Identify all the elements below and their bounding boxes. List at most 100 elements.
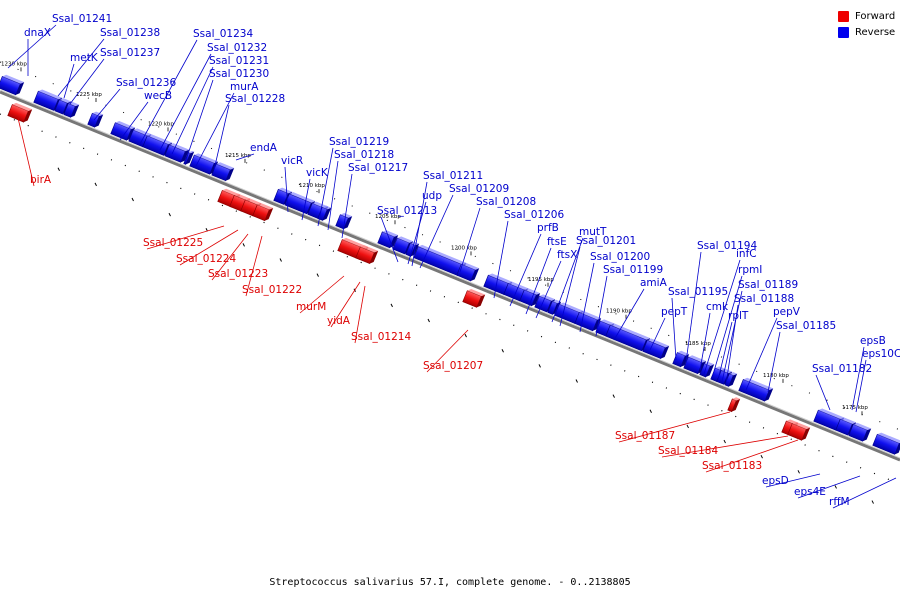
reverse-leader-line	[195, 92, 235, 167]
strand-tick	[94, 182, 97, 187]
reverse-gene-label[interactable]: Ssal_01236	[116, 77, 176, 89]
forward-gene-block[interactable]	[462, 288, 486, 309]
strand-tick	[279, 258, 282, 262]
reverse-gene-label[interactable]: Ssal_01201	[576, 235, 636, 247]
reverse-gene-label[interactable]: Ssal_01208	[476, 196, 536, 208]
reverse-leader-line	[535, 260, 562, 319]
reverse-gene-label[interactable]: epsD	[762, 475, 789, 487]
reverse-gene-label[interactable]: mutT	[579, 226, 607, 238]
reverse-gene-label[interactable]: Ssal_01200	[590, 251, 650, 263]
forward-gene-label[interactable]: Ssal_01214	[351, 331, 411, 343]
forward-gene-block[interactable]	[355, 244, 379, 265]
reverse-gene-label[interactable]: Ssal_01199	[603, 264, 663, 276]
reverse-leader-line	[579, 262, 595, 333]
reverse-gene-block[interactable]	[183, 150, 195, 166]
reverse-gene-label[interactable]: amiA	[640, 277, 668, 289]
reverse-gene-block[interactable]	[738, 377, 774, 403]
reverse-gene-label[interactable]: eps4E	[794, 486, 826, 498]
forward-gene-label[interactable]: Ssal_01183	[702, 460, 762, 472]
forward-gene-label[interactable]: Ssal_01187	[615, 430, 675, 442]
forward-leader-line	[245, 235, 263, 297]
reverse-gene-label[interactable]: murA	[230, 81, 259, 93]
reverse-leader-line	[832, 477, 897, 509]
forward-gene-label[interactable]: Ssal_01207	[423, 360, 483, 372]
forward-gene-label[interactable]: Ssal_01224	[176, 253, 236, 265]
forward-gene-block[interactable]	[7, 102, 33, 124]
reverse-gene-label[interactable]: Ssal_01228	[225, 93, 285, 105]
reverse-gene-label[interactable]: Ssal_01206	[504, 209, 564, 221]
reverse-gene-block[interactable]	[519, 287, 541, 307]
tick-label: 1200 kbp	[451, 245, 477, 251]
tick-label: 1225 kbp	[76, 92, 102, 98]
reverse-gene-label[interactable]: epsB	[860, 335, 886, 347]
forward-gene-label[interactable]: Ssal_01225	[143, 237, 203, 249]
forward-gene-label[interactable]: Ssal_01223	[208, 268, 268, 280]
reverse-gene-label[interactable]: endA	[250, 142, 278, 154]
reverse-gene-label[interactable]: pepT	[661, 306, 688, 318]
reverse-gene-label[interactable]: eps10C	[862, 348, 900, 360]
reverse-gene-label[interactable]: Ssal_01211	[423, 170, 483, 182]
reverse-gene-label[interactable]: cmk	[706, 301, 729, 313]
reverse-gene-label[interactable]: Ssal_01231	[209, 55, 269, 67]
reverse-gene-block[interactable]	[848, 422, 872, 443]
forward-gene-label[interactable]: Ssal_01184	[658, 445, 718, 457]
reverse-gene-label[interactable]: dnaX	[24, 27, 51, 39]
reverse-gene-block[interactable]	[164, 142, 190, 164]
strand-tick	[427, 318, 430, 323]
reverse-gene-label[interactable]: Ssal_01238	[100, 27, 160, 39]
reverse-gene-label[interactable]: rpmI	[738, 264, 762, 276]
strand-tick	[649, 409, 652, 414]
reverse-gene-block[interactable]	[317, 205, 332, 222]
reverse-gene-label[interactable]: rplT	[728, 310, 749, 322]
reverse-gene-label[interactable]: vicK	[306, 167, 329, 179]
reverse-leader-line	[159, 53, 212, 151]
reverse-gene-label[interactable]: metK	[70, 52, 99, 64]
reverse-gene-label[interactable]: Ssal_01182	[812, 363, 872, 375]
reverse-leader-line	[855, 359, 867, 413]
forward-gene-label[interactable]: yidA	[327, 315, 351, 327]
reverse-gene-block[interactable]	[872, 431, 900, 455]
reverse-gene-block[interactable]	[142, 133, 173, 157]
reverse-gene-label[interactable]: pepV	[773, 306, 801, 318]
forward-gene-label[interactable]: murM	[296, 301, 326, 313]
reverse-gene-label[interactable]: prfB	[537, 222, 559, 234]
reverse-leader-line	[699, 312, 711, 371]
reverse-leader-line	[341, 173, 353, 239]
forward-gene-block[interactable]	[787, 421, 811, 442]
reverse-gene-block[interactable]	[642, 337, 670, 360]
reverse-gene-label[interactable]: rffM	[829, 496, 850, 508]
reverse-gene-label[interactable]: vicR	[281, 155, 303, 167]
reverse-gene-label[interactable]: Ssal_01230	[209, 68, 269, 80]
reverse-gene-label[interactable]: ftsE	[547, 236, 567, 248]
reverse-leader-line	[57, 38, 105, 97]
reverse-gene-label[interactable]: Ssal_01189	[738, 279, 798, 291]
reverse-gene-block[interactable]	[211, 161, 235, 182]
reverse-gene-label[interactable]: Ssal_01218	[334, 149, 394, 161]
reverse-gene-label[interactable]: Ssal_01188	[734, 293, 794, 305]
forward-gene-label[interactable]: birA	[30, 174, 52, 186]
reverse-gene-label[interactable]: Ssal_01213	[377, 205, 437, 217]
forward-gene-block[interactable]	[252, 202, 274, 222]
reverse-gene-label[interactable]: Ssal_01209	[449, 183, 509, 195]
forward-leader-line	[661, 435, 789, 458]
forward-gene-block[interactable]	[727, 396, 741, 413]
reverse-gene-label[interactable]: Ssal_01237	[100, 47, 160, 59]
reverse-gene-label[interactable]: Ssal_01217	[348, 162, 408, 174]
reverse-gene-block[interactable]	[0, 74, 25, 96]
reverse-leader-line	[119, 101, 149, 141]
forward-gene-label[interactable]: Ssal_01222	[242, 284, 302, 296]
forward-leader-line	[618, 411, 731, 443]
reverse-gene-block[interactable]	[87, 110, 104, 128]
reverse-gene-label[interactable]: infC	[736, 248, 757, 260]
reverse-gene-label[interactable]: Ssal_01195	[668, 286, 728, 298]
reverse-gene-label[interactable]: Ssal_01219	[329, 136, 389, 148]
reverse-gene-label[interactable]: Ssal_01185	[776, 320, 836, 332]
reverse-gene-label[interactable]: Ssal_01241	[52, 13, 112, 25]
reverse-gene-label[interactable]: Ssal_01194	[697, 240, 757, 252]
reverse-gene-label[interactable]: Ssal_01232	[207, 42, 267, 54]
reverse-gene-label[interactable]: wecB	[144, 90, 172, 102]
reverse-gene-label[interactable]: Ssal_01234	[193, 28, 253, 40]
reverse-gene-label[interactable]: udp	[422, 190, 442, 202]
reverse-leader-line	[745, 317, 778, 391]
reverse-gene-label[interactable]: ftsX	[557, 249, 577, 261]
